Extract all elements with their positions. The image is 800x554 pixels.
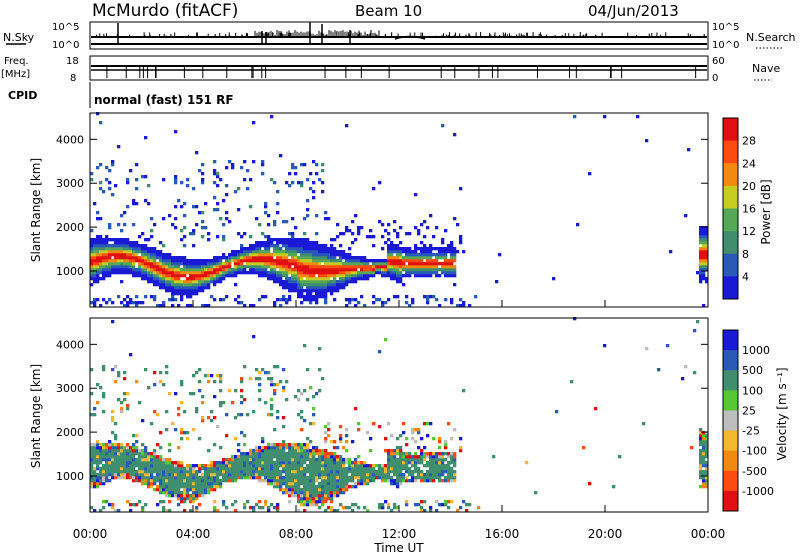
velocity-colorbar: 1000 500 100 25 -25 -100 -500 -1000 [722, 329, 774, 512]
x-tick-label: 08:00 [279, 527, 314, 541]
velocity-y-label: Slant Range [km] [29, 364, 43, 468]
y-tick-label: 4000 [56, 338, 84, 351]
nsky-tick-bottom: 10^0 [52, 40, 79, 51]
nsearch-tick-top: 10^5 [712, 22, 739, 33]
y-tick-label: 1000 [56, 265, 84, 278]
velocity-colorbar-tick-label: -100 [742, 445, 767, 458]
nave-tick-bottom: 0 [712, 73, 718, 84]
freq-tick-bottom: 8 [70, 73, 76, 84]
velocity-colorbar-swatch [723, 390, 738, 411]
y-tick-label: 4000 [56, 133, 84, 146]
power-colorbar-swatch [723, 276, 738, 300]
velocity-colorbar-tick-label: 25 [742, 404, 756, 417]
x-tick-label: 00:00 [691, 527, 726, 541]
power-colorbar-tick-label: 16 [742, 203, 756, 216]
y-tick-label: 2000 [56, 221, 84, 234]
power-y-label: Slant Range [km] [29, 158, 43, 262]
date-label: 04/Jun/2013 [588, 2, 679, 20]
cpid-row: CPID normal (fast) 151 RF [8, 82, 234, 108]
velocity-colorbar-swatch [723, 350, 738, 371]
cpid-value: normal (fast) 151 RF [94, 93, 234, 107]
freq-traces [91, 65, 707, 78]
power-colorbar-tick-label: 28 [742, 135, 756, 148]
x-tick-label: 12:00 [382, 527, 417, 541]
y-tick-label: 3000 [56, 177, 84, 190]
velocity-colorbar-tick-label: 100 [742, 384, 763, 397]
power-colorbar-tick-label: 24 [742, 157, 756, 170]
power-colorbar-swatch [723, 185, 738, 209]
x-axis-label: Time UT [373, 541, 424, 554]
nave-label: Nave [752, 62, 780, 75]
velocity-y-axis: 1000 2000 3000 4000 [56, 338, 708, 483]
power-heatmap [90, 112, 709, 308]
station-title: McMurdo (fitACF) [92, 1, 238, 21]
velocity-colorbar-swatch [723, 490, 738, 512]
velocity-colorbar-tick-label: -25 [742, 425, 760, 438]
power-colorbar-tick-label: 4 [742, 270, 749, 283]
nsky-label: N.Sky [3, 31, 35, 44]
power-y-axis: 1000 2000 3000 4000 [56, 133, 708, 278]
velocity-colorbar-swatch [723, 430, 738, 452]
nsky-tick-top: 10^5 [52, 22, 79, 33]
x-tick-label: 16:00 [485, 527, 520, 541]
power-colorbar-swatch [723, 253, 738, 277]
x-tick-label: 00:00 [73, 527, 108, 541]
power-colorbar-tick-label: 8 [742, 248, 749, 261]
x-tick-label: 04:00 [176, 527, 211, 541]
velocity-panel: 1000 2000 3000 4000 Slant Range [km] 1000 50… [29, 317, 789, 513]
velocity-colorbar-tick-label: -500 [742, 465, 767, 478]
power-colorbar-label: Power [dB] [759, 179, 773, 244]
velocity-colorbar-swatch [723, 330, 738, 351]
velocity-colorbar-swatch [723, 370, 738, 391]
freq-label: Freq. [4, 56, 29, 67]
power-colorbar-swatch [723, 118, 738, 142]
cpid-label: CPID [8, 89, 37, 102]
nave-tick-top: 60 [712, 56, 725, 67]
time-x-axis: 00:00 04:00 08:00 12:00 16:00 20:00 00:00 [73, 300, 726, 541]
y-tick-label: 2000 [56, 426, 84, 439]
nsky-panel: N.Sky 10^5 10^0 10^5 10^0 N.Search [3, 21, 796, 51]
freq-tick-top: 18 [66, 56, 79, 67]
power-colorbar-swatch [723, 140, 738, 164]
velocity-colorbar-tick-label: 500 [742, 364, 763, 377]
nsky-traces [91, 22, 707, 45]
power-colorbar: 28 24 20 16 12 8 4 [722, 117, 756, 300]
power-colorbar-swatch [723, 231, 738, 255]
y-tick-label: 3000 [56, 382, 84, 395]
velocity-colorbar-label: Velocity [m s⁻¹] [775, 367, 789, 460]
nsearch-label: N.Search [746, 31, 796, 44]
freq-unit-label: [MHz] [1, 69, 30, 80]
velocity-colorbar-tick-label: 1000 [742, 344, 770, 357]
x-tick-label: 20:00 [588, 527, 623, 541]
nsearch-tick-bottom: 10^0 [712, 40, 739, 51]
power-panel: 1000 2000 3000 4000 Slant Range [km] 28 24 20… [29, 112, 773, 308]
velocity-colorbar-swatch [723, 470, 738, 492]
beam-label: Beam 10 [355, 2, 422, 20]
velocity-heatmap [90, 317, 709, 513]
power-colorbar-tick-label: 20 [742, 180, 756, 193]
velocity-colorbar-swatch [723, 410, 738, 432]
power-colorbar-tick-label: 12 [742, 225, 756, 238]
velocity-colorbar-tick-label: -1000 [742, 485, 774, 498]
freq-panel: Freq. [MHz] 18 8 60 0 Nave [1, 55, 780, 84]
power-colorbar-swatch [723, 208, 738, 232]
velocity-colorbar-swatch [723, 450, 738, 472]
y-tick-label: 1000 [56, 470, 84, 483]
power-colorbar-swatch [723, 163, 738, 187]
